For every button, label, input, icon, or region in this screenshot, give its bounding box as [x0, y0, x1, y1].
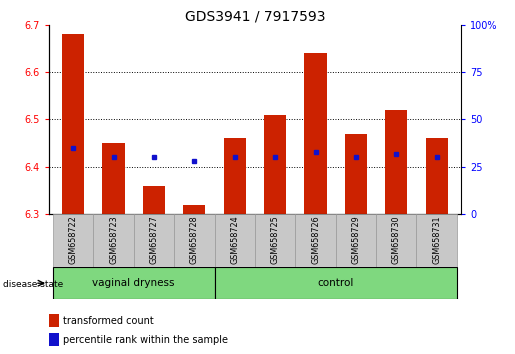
Text: control: control: [318, 278, 354, 288]
Text: GSM658723: GSM658723: [109, 215, 118, 264]
Bar: [425, 138, 448, 214]
Bar: [295, 214, 336, 267]
Bar: [215, 214, 255, 267]
Bar: [174, 214, 215, 267]
Text: GSM658724: GSM658724: [230, 215, 239, 264]
Text: GSM658731: GSM658731: [432, 215, 441, 264]
Text: GSM658725: GSM658725: [270, 215, 280, 264]
Text: GSM658730: GSM658730: [392, 215, 401, 264]
Bar: [376, 214, 417, 267]
Text: GSM658728: GSM658728: [190, 215, 199, 264]
Bar: [183, 205, 205, 214]
Text: transformed count: transformed count: [63, 316, 154, 326]
Bar: [385, 110, 407, 214]
Text: GSM658726: GSM658726: [311, 215, 320, 264]
Bar: [49, 314, 59, 327]
Bar: [134, 214, 174, 267]
Text: disease state: disease state: [3, 280, 63, 290]
Title: GDS3941 / 7917593: GDS3941 / 7917593: [185, 10, 325, 24]
Bar: [143, 186, 165, 214]
Bar: [336, 214, 376, 267]
Bar: [102, 143, 125, 214]
Text: vaginal dryness: vaginal dryness: [93, 278, 175, 288]
Bar: [255, 214, 295, 267]
Text: GSM658722: GSM658722: [68, 215, 78, 264]
Bar: [49, 333, 59, 346]
Bar: [304, 53, 327, 214]
Text: GSM658729: GSM658729: [351, 215, 360, 264]
Text: percentile rank within the sample: percentile rank within the sample: [63, 335, 228, 345]
Bar: [62, 34, 84, 214]
Text: GSM658727: GSM658727: [149, 215, 159, 264]
Bar: [215, 267, 457, 299]
Bar: [224, 138, 246, 214]
Bar: [264, 115, 286, 214]
Bar: [417, 214, 457, 267]
Bar: [53, 267, 215, 299]
Bar: [93, 214, 134, 267]
Bar: [345, 134, 367, 214]
Bar: [53, 214, 93, 267]
